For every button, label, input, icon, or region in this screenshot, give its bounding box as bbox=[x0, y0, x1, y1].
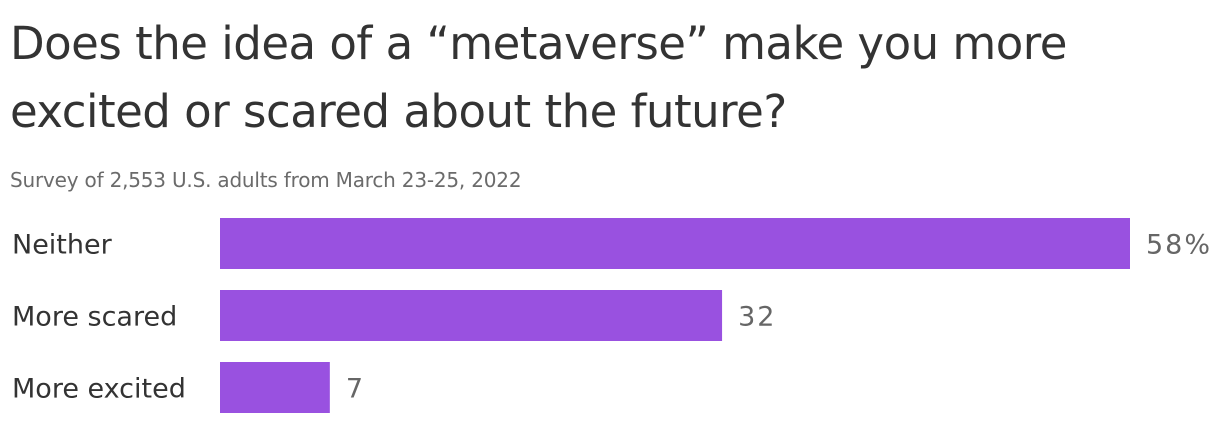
category-label-more-excited: More excited bbox=[12, 374, 186, 405]
bar-more-scared bbox=[220, 290, 723, 341]
chart-subtitle: Survey of 2,553 U.S. adults from March 2… bbox=[10, 168, 522, 192]
value-label-more-scared: 32 bbox=[738, 302, 776, 333]
bar-neither bbox=[220, 218, 1130, 269]
chart-title: Does the idea of a “metaverse” make you … bbox=[10, 17, 1068, 138]
value-label-more-excited: 7 bbox=[346, 374, 365, 405]
category-label-neither: Neither bbox=[12, 230, 113, 261]
bar-more-excited bbox=[220, 362, 330, 413]
category-label-more-scared: More scared bbox=[12, 302, 177, 333]
value-label-neither: 58% bbox=[1146, 230, 1212, 261]
